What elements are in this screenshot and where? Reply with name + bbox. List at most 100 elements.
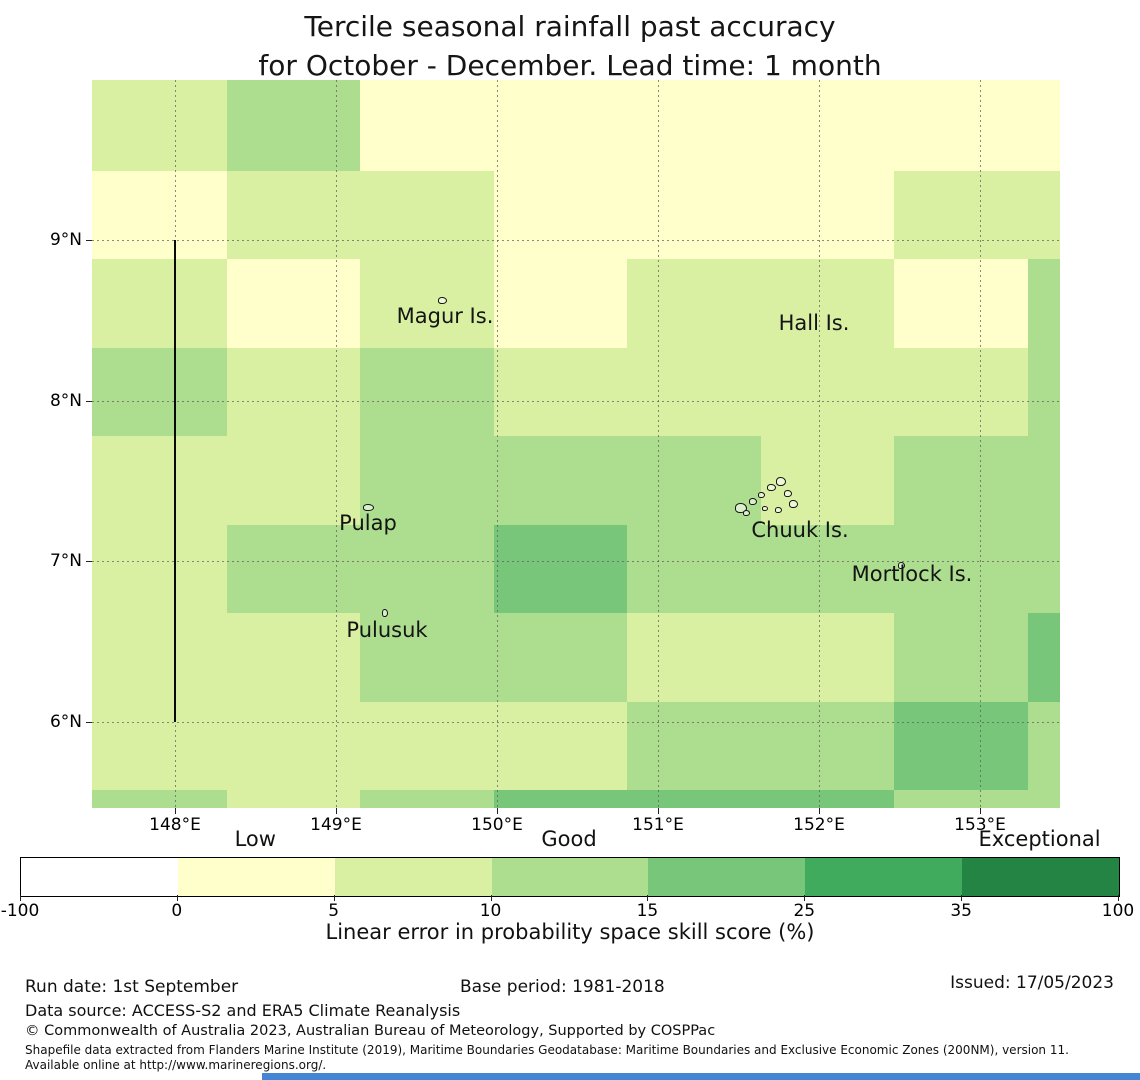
- grid-cell: [894, 171, 1028, 259]
- grid-cell: [227, 613, 360, 702]
- grid-cell: [227, 790, 360, 808]
- meridian-gridline: [819, 80, 820, 808]
- x-tickmark: [658, 808, 659, 814]
- grid-cell: [894, 259, 1028, 348]
- island-outline-icon: [784, 490, 792, 497]
- island-outline-icon: [762, 506, 768, 511]
- island-outline-icon: [775, 507, 782, 513]
- grid-cell: [227, 171, 360, 259]
- island-outline-icon: [382, 609, 388, 617]
- grid-cell: [494, 525, 627, 613]
- grid-cell: [761, 525, 894, 613]
- island-outline-icon: [743, 510, 750, 516]
- colorbar-tick-label: 25: [793, 901, 816, 921]
- grid-cell: [627, 613, 761, 702]
- grid-cell: [894, 790, 1028, 808]
- page-title: Tercile seasonal rainfall past accuracy …: [0, 7, 1140, 85]
- grid-cell: [227, 80, 360, 171]
- grid-cell: [1028, 613, 1060, 702]
- run-date-text: Run date: 1st September: [25, 977, 239, 997]
- grid-cell: [894, 525, 1028, 613]
- grid-cell: [92, 525, 227, 613]
- island-label: Mortlock Is.: [851, 562, 973, 586]
- grid-cell: [360, 790, 494, 808]
- parallel-gridline: [92, 722, 1060, 723]
- grid-cell: [360, 171, 494, 259]
- meridian-gridline: [497, 80, 498, 808]
- colorbar-tickmark: [647, 895, 649, 901]
- horizontal-scrollbar-thumb[interactable]: [262, 1073, 1140, 1080]
- meridian-gridline: [336, 80, 337, 808]
- colorbar-tick-label: 5: [328, 901, 340, 921]
- colorbar-tickmark: [176, 895, 178, 901]
- island-outline-icon: [735, 503, 747, 513]
- grid-cell: [360, 348, 494, 436]
- grid-cell: [894, 702, 1028, 790]
- grid-cell: [761, 259, 894, 348]
- grid-cell: [1028, 171, 1060, 259]
- grid-cell: [92, 702, 227, 790]
- shapefile-note: Shapefile data extracted from Flanders M…: [25, 1043, 1069, 1072]
- grid-cell: [92, 259, 227, 348]
- grid-cell: [761, 702, 894, 790]
- grid-cell: [627, 525, 761, 613]
- y-tick-label: 6°N: [49, 712, 82, 732]
- x-tickmark: [980, 808, 981, 814]
- map-canvas: Magur Is. Hall Is. Pulap Chuuk Is. Mortlock …: [92, 80, 1060, 808]
- issued-text: Issued: 17/05/2023: [950, 973, 1114, 993]
- colorbar-tick-label: -100: [0, 901, 40, 921]
- copyright-text: © Commonwealth of Australia 2023, Austra…: [25, 1023, 716, 1039]
- colorbar-tickmark: [804, 895, 806, 901]
- grid-cell: [92, 790, 227, 808]
- grid-cell: [1028, 259, 1060, 348]
- grid-cell: [894, 613, 1028, 702]
- grid-cell: [92, 171, 227, 259]
- colorbar-tickmark: [20, 895, 21, 901]
- grid-cell: [761, 80, 894, 171]
- grid-cell: [1028, 525, 1060, 613]
- grid-cell: [627, 702, 761, 790]
- colorbar-quality-label: Good: [541, 827, 597, 851]
- grid-cell: [92, 613, 227, 702]
- grid-cell: [1028, 348, 1060, 436]
- grid-cell: [360, 525, 494, 613]
- meridian-gridline: [658, 80, 659, 808]
- island-label: Pulusuk: [346, 618, 428, 642]
- grid-cell: [494, 80, 627, 171]
- title-line2: for October - December. Lead time: 1 mon…: [258, 49, 882, 82]
- meridian-gridline: [980, 80, 981, 808]
- grid-cell: [494, 613, 627, 702]
- grid-cell: [227, 436, 360, 525]
- grid-cell: [92, 348, 227, 436]
- grid-cell: [761, 348, 894, 436]
- island-outline-icon: [363, 504, 374, 511]
- grid-cell: [1028, 702, 1060, 790]
- island-label: Chuuk Is.: [751, 518, 849, 542]
- grid-cell: [360, 436, 494, 525]
- y-tick-label: 7°N: [49, 551, 82, 571]
- grid-cell: [1028, 80, 1060, 171]
- grid-cell: [227, 348, 360, 436]
- grid-cell: [494, 790, 627, 808]
- grid-cell: [92, 80, 227, 171]
- colorbar-tickmark: [333, 895, 335, 901]
- grid-cell: [494, 259, 627, 348]
- grid-cell: [627, 348, 761, 436]
- island-outline-icon: [767, 484, 776, 491]
- grid-cell: [761, 790, 894, 808]
- colorbar-tickmark: [490, 895, 492, 901]
- parallel-gridline: [92, 401, 1060, 402]
- island-label: Pulap: [339, 511, 397, 535]
- parallel-gridline: [92, 561, 1060, 562]
- grid-cell: [360, 613, 494, 702]
- grid-cell: [227, 525, 360, 613]
- colorbar-segment: [805, 858, 963, 896]
- grid-cell: [761, 171, 894, 259]
- x-tickmark: [819, 808, 820, 814]
- grid-cell: [494, 171, 627, 259]
- colorbar-segment: [334, 858, 493, 896]
- grid-cell: [227, 702, 360, 790]
- grid-cell: [227, 259, 360, 348]
- grid-cell: [360, 702, 494, 790]
